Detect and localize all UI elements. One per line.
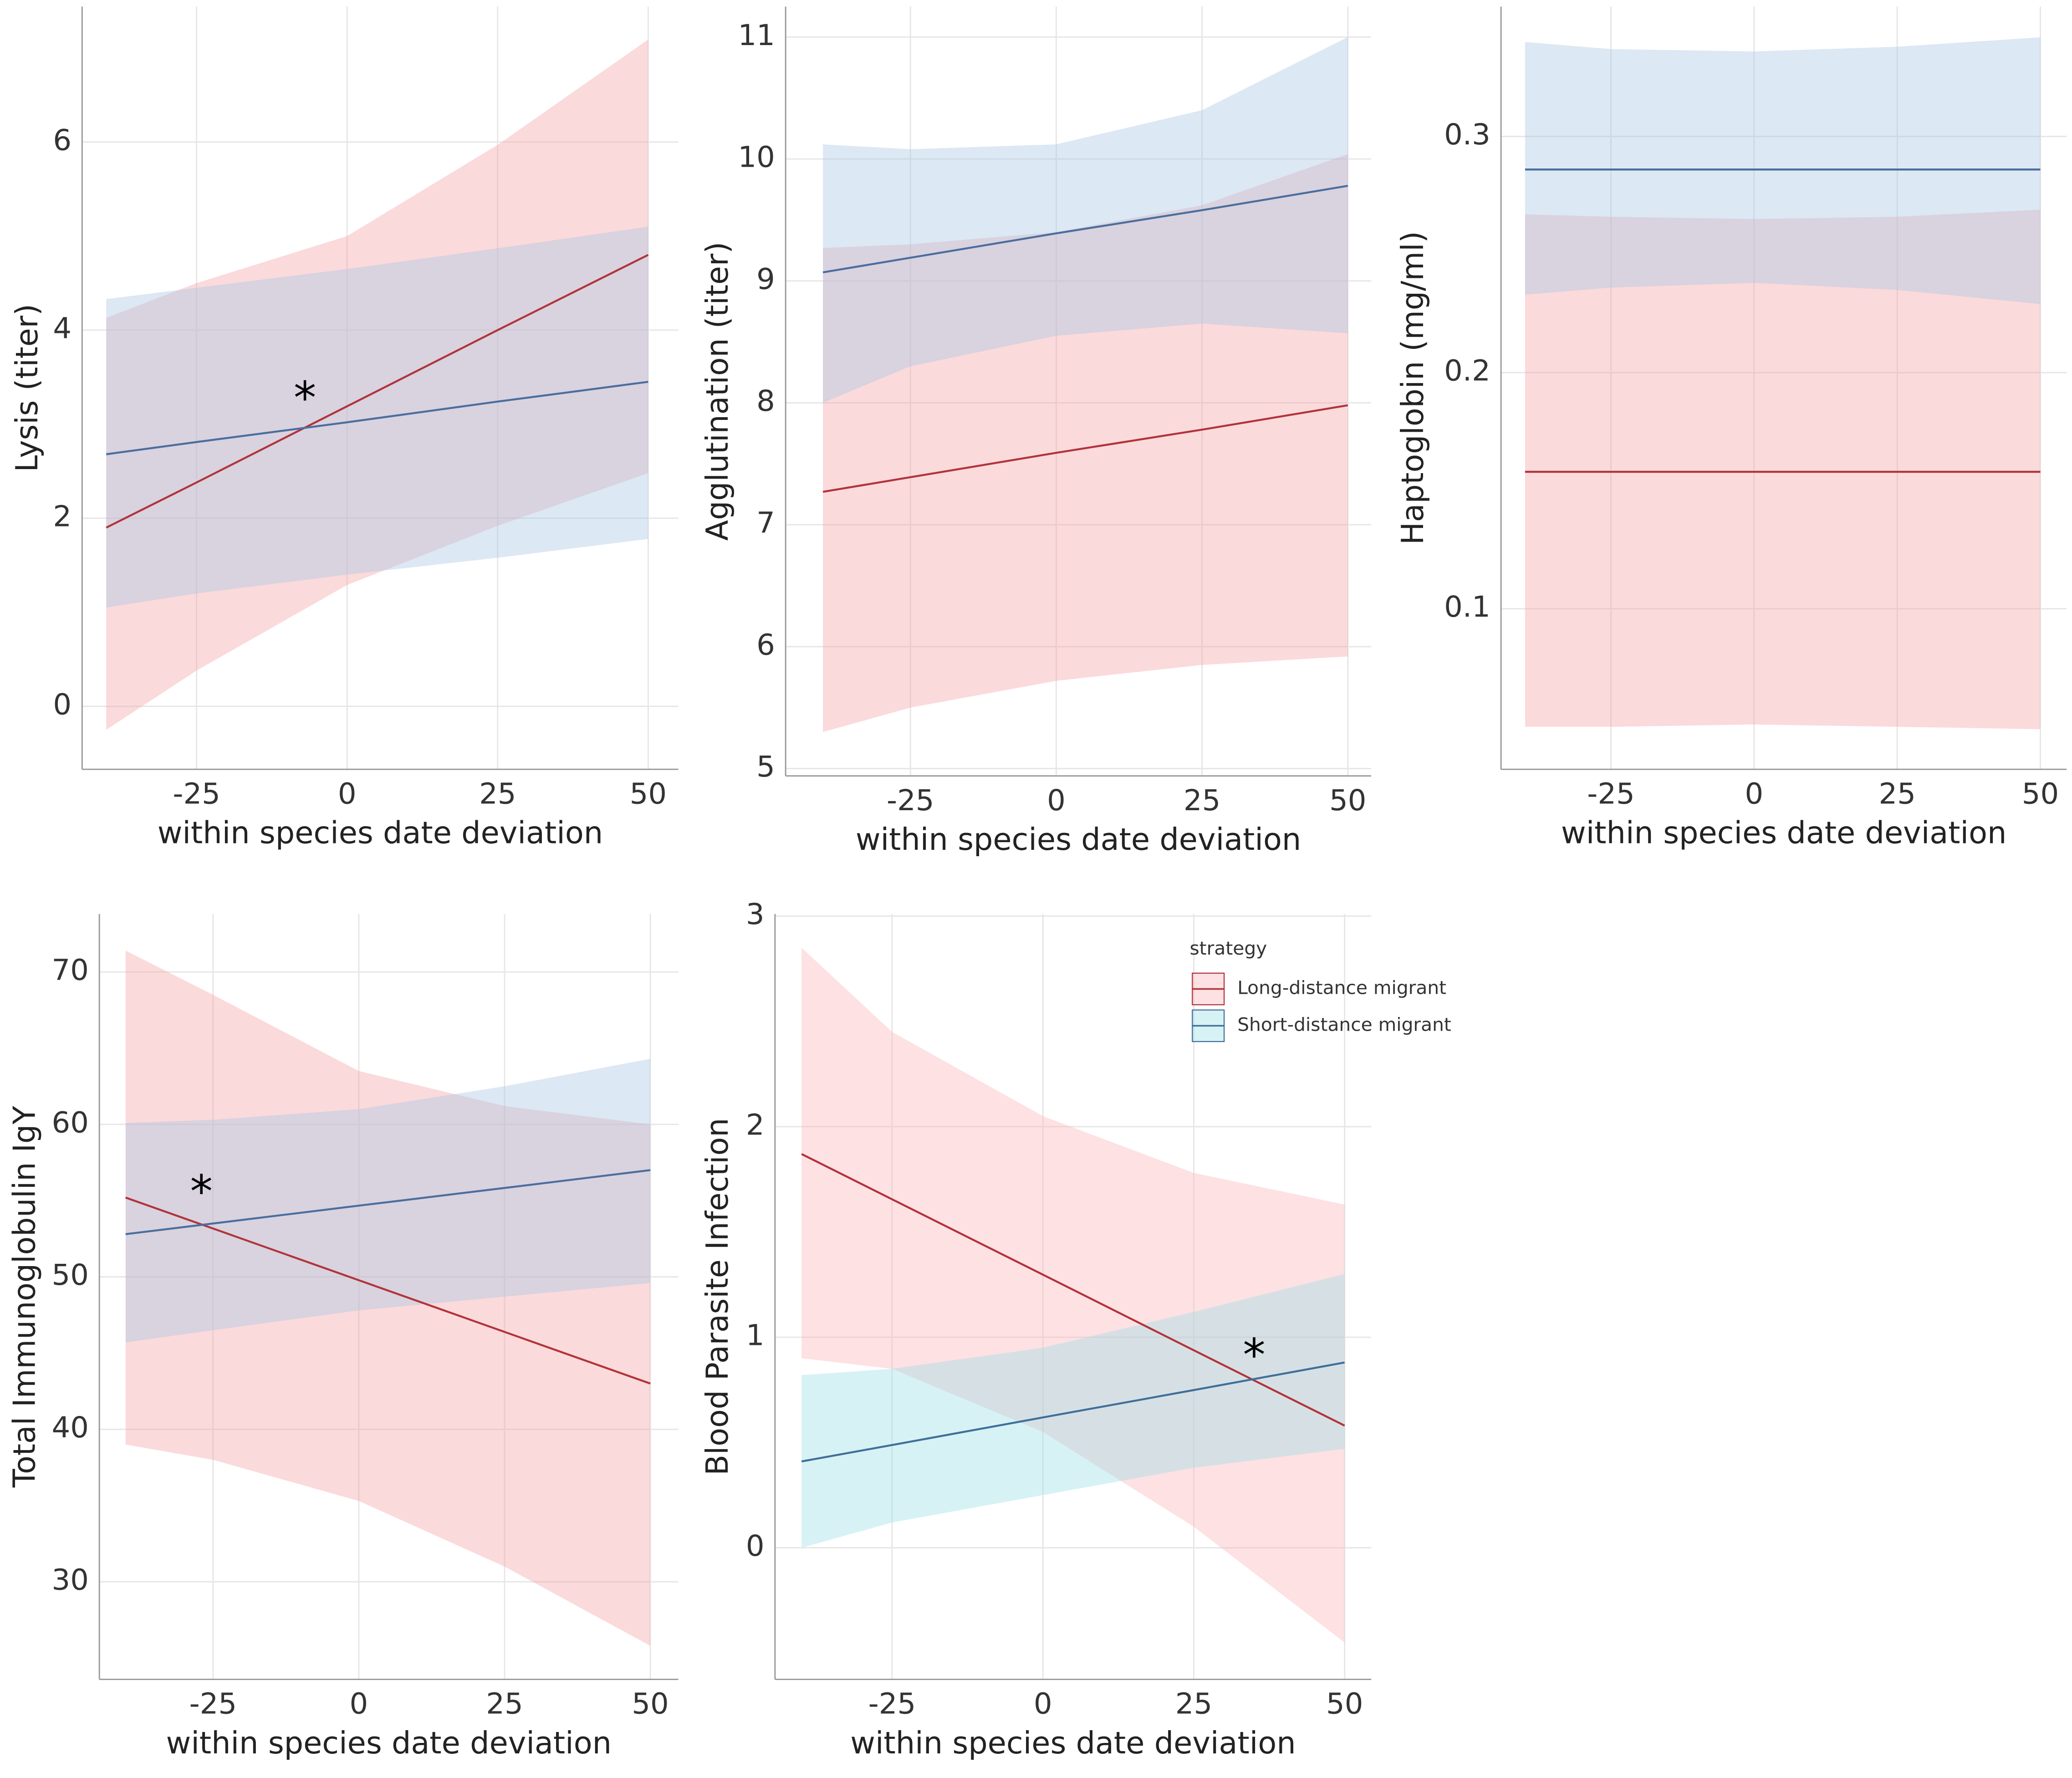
y-tick-label: 0.1	[1444, 590, 1490, 624]
x-tick-label: 25	[486, 1687, 523, 1721]
y-tick-label: 9	[756, 263, 775, 296]
x-tick-label: -25	[1587, 777, 1635, 811]
y-tick-label: 2	[53, 500, 71, 534]
x-axis-label: within species date deviation	[1561, 815, 2006, 851]
panel: 30 40 50 60 70 -25 0 25 50 within species date de…	[6, 914, 679, 1761]
legend-label: Long-distance migrant	[1237, 977, 1446, 999]
confidence-band	[1525, 209, 2041, 730]
y-tick-label: 2	[746, 1109, 765, 1142]
y-tick-label: 6	[756, 628, 775, 662]
y-tick-label: 60	[51, 1106, 88, 1140]
x-axis-label: within species date deviation	[856, 822, 1301, 857]
panel: 0.1 0.2 0.3 -25 0 25 50 within species date dev…	[1395, 6, 2067, 851]
x-tick-label: 0	[1745, 777, 1764, 811]
confidence-band	[1525, 37, 2041, 304]
y-tick-label: 8	[756, 384, 775, 418]
panel: 5 6 7 8 9 10 11 -25 0 25 50 within species date dev…	[699, 6, 1372, 857]
annotation: *	[190, 1166, 213, 1218]
panel: 0 1 2 3 -25 0 25 50 within species date deviatio…	[699, 898, 1451, 1761]
x-tick-label: 25	[1184, 784, 1220, 817]
x-axis-label: within species date deviation	[158, 815, 603, 851]
x-tick-label: 50	[630, 777, 667, 811]
trend-line	[106, 254, 649, 529]
y-axis-label: Total Immunoglobulin IgY	[6, 1106, 42, 1488]
trend-line	[822, 184, 1348, 274]
y-tick-label: 3	[746, 898, 765, 931]
x-tick-label: 50	[1329, 784, 1366, 817]
confidence-band	[125, 950, 651, 1646]
confidence-band	[106, 39, 648, 730]
trend-line	[106, 381, 648, 455]
x-tick-label: -25	[887, 784, 934, 817]
x-tick-label: -25	[189, 1687, 237, 1721]
x-tick-label: 0	[1034, 1687, 1052, 1721]
y-tick-label: 40	[51, 1411, 88, 1445]
trend-line	[125, 1196, 651, 1385]
trend-line	[801, 1361, 1345, 1463]
y-tick-label: 70	[51, 954, 88, 987]
confidence-band	[801, 947, 1345, 1643]
trend-line	[125, 1169, 651, 1236]
x-tick-label: 25	[1878, 777, 1915, 811]
y-tick-label: 0.3	[1444, 118, 1490, 152]
y-tick-label: 1	[746, 1319, 765, 1353]
y-tick-label: 0.2	[1444, 354, 1490, 388]
x-tick-label: 0	[1047, 784, 1066, 817]
x-tick-label: -25	[173, 777, 220, 811]
y-tick-label: 30	[51, 1563, 88, 1597]
y-axis-label: Agglutination (titer)	[699, 242, 735, 541]
y-tick-label: 50	[51, 1258, 88, 1292]
trend-line	[801, 1153, 1345, 1427]
legend-label: Short-distance migrant	[1237, 1013, 1451, 1035]
y-axis-label: Lysis (titer)	[9, 304, 45, 472]
x-tick-label: 0	[350, 1687, 368, 1721]
x-axis-label: within species date deviation	[850, 1725, 1296, 1761]
y-tick-label: 6	[53, 124, 71, 158]
confidence-band	[125, 1058, 651, 1343]
x-axis-label: within species date deviation	[166, 1725, 612, 1761]
y-tick-label: 10	[738, 141, 775, 174]
confidence-band	[106, 226, 648, 608]
x-tick-label: 25	[479, 777, 516, 811]
y-tick-label: 0	[53, 688, 71, 722]
y-tick-label: 11	[738, 19, 775, 52]
y-tick-label: 5	[756, 750, 775, 784]
x-tick-label: 50	[1326, 1687, 1363, 1721]
panel: 0 2 4 6 -25 0 25 50 within species date deviatio…	[9, 6, 679, 851]
y-tick-label: 7	[756, 506, 775, 540]
x-tick-label: 50	[2022, 777, 2059, 811]
x-tick-label: 25	[1175, 1687, 1212, 1721]
confidence-band	[823, 37, 1348, 403]
confidence-band	[823, 154, 1348, 732]
y-axis-label: Haptoglobin (mg/ml)	[1395, 231, 1430, 545]
y-axis-label: Blood Parasite Infection	[699, 1118, 735, 1476]
annotation: *	[1243, 1329, 1265, 1381]
x-tick-label: 50	[632, 1687, 669, 1721]
confidence-band	[801, 1274, 1345, 1548]
x-tick-label: 0	[338, 777, 357, 811]
trend-line	[822, 404, 1348, 493]
annotation: *	[294, 373, 316, 424]
x-tick-label: -25	[868, 1687, 916, 1721]
legend-title: strategy	[1189, 937, 1267, 959]
y-tick-label: 0	[746, 1529, 765, 1563]
y-tick-label: 4	[53, 312, 71, 346]
